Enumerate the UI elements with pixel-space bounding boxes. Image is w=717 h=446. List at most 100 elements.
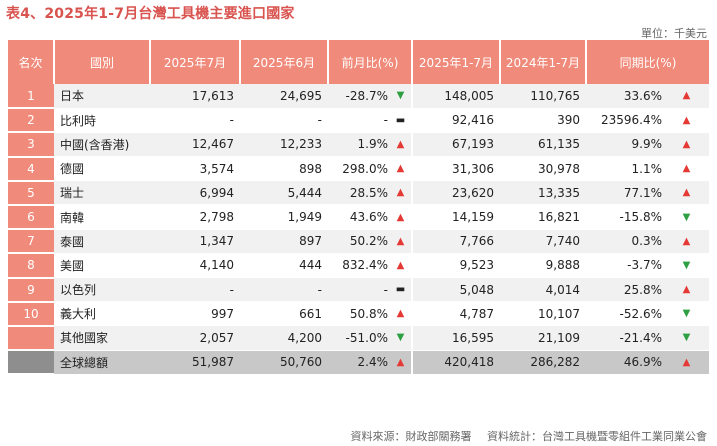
table-row: 9 以色列 - - - ▬ 5,048 4,014 25.8% ▲ <box>8 277 709 303</box>
rank-cell: 4 <box>8 156 54 182</box>
import-table: 名次 國別 2025年7月 2025年6月 前月比(%) 2025年1-7月 2… <box>8 40 709 376</box>
header-jul: 2025年7月 <box>150 40 241 84</box>
mom-value: 832.4% <box>328 253 390 279</box>
jul-value: 2,798 <box>150 204 240 230</box>
table-row: 10 義大利 997 661 50.8% ▲ 4,787 10,107 -52.6% ▼ <box>8 301 709 327</box>
country-cell: 日本 <box>54 84 150 109</box>
yoy-arrow-icon: ▼ <box>664 325 709 351</box>
rank-cell: 3 <box>8 132 54 158</box>
yoy-value: -21.4% <box>586 325 664 351</box>
yoy-value: -15.8% <box>586 204 664 230</box>
triangle-up-icon: ▲ <box>396 308 405 320</box>
ytd25-value: 5,048 <box>411 277 500 303</box>
mom-value: - <box>328 108 390 133</box>
mom-value: 298.0% <box>328 156 390 182</box>
header-ytd25: 2025年1-7月 <box>412 40 501 84</box>
ytd24-value: 286,282 <box>500 350 586 375</box>
header-rank: 名次 <box>8 40 55 84</box>
triangle-up-icon: ▲ <box>682 114 691 126</box>
jun-value: 4,200 <box>240 325 328 351</box>
header-yoy: 同期比(%) <box>586 40 709 84</box>
mom-value: - <box>328 277 390 303</box>
triangle-up-icon: ▲ <box>682 138 691 150</box>
header-country: 國別 <box>54 40 151 84</box>
yoy-arrow-icon: ▲ <box>664 277 709 303</box>
triangle-up-icon: ▲ <box>682 235 691 247</box>
triangle-up-icon: ▲ <box>396 211 405 223</box>
country-cell: 德國 <box>54 156 150 182</box>
ytd25-value: 16,595 <box>411 325 500 351</box>
triangle-up-icon: ▲ <box>396 138 405 150</box>
mom-value: 50.2% <box>328 229 390 254</box>
ytd25-value: 92,416 <box>411 108 500 133</box>
mom-value: 1.9% <box>328 132 390 158</box>
triangle-up-icon: ▲ <box>682 187 691 199</box>
yoy-value: 46.9% <box>586 350 664 375</box>
dash-icon: ▬ <box>395 114 406 126</box>
ytd25-value: 14,159 <box>411 204 500 230</box>
country-cell: 全球總額 <box>54 350 150 375</box>
triangle-down-icon: ▼ <box>682 332 691 344</box>
rank-cell: 2 <box>8 108 54 134</box>
mom-value: 28.5% <box>328 180 390 206</box>
jun-value: 444 <box>240 253 328 279</box>
mom-arrow-icon: ▼ <box>390 84 412 109</box>
jun-value: 897 <box>240 229 328 254</box>
mom-arrow-icon: ▼ <box>390 325 412 351</box>
jun-value: - <box>240 277 328 303</box>
jul-value: 997 <box>150 301 240 327</box>
mom-value: -28.7% <box>328 84 390 109</box>
jun-value: 50,760 <box>240 350 328 375</box>
yoy-arrow-icon: ▲ <box>664 229 709 254</box>
jul-value: 6,994 <box>150 180 240 206</box>
yoy-arrow-icon: ▲ <box>664 108 709 133</box>
yoy-value: 25.8% <box>586 277 664 303</box>
rank-cell: 7 <box>8 229 54 255</box>
triangle-down-icon: ▼ <box>682 308 691 320</box>
jul-value: 17,613 <box>150 84 240 109</box>
table-title: 表4、2025年1-7月台灣工具機主要進口國家 <box>6 6 295 22</box>
yoy-value: 33.6% <box>586 84 664 109</box>
yoy-value: 0.3% <box>586 229 664 254</box>
rank-cell: 9 <box>8 277 54 303</box>
triangle-up-icon: ▲ <box>396 259 405 271</box>
jul-value: 1,347 <box>150 229 240 254</box>
yoy-value: 23596.4% <box>586 108 664 133</box>
header-mom: 前月比(%) <box>328 40 413 84</box>
country-cell: 比利時 <box>54 108 150 133</box>
ytd25-value: 4,787 <box>411 301 500 327</box>
yoy-arrow-icon: ▲ <box>664 132 709 158</box>
jun-value: - <box>240 108 328 133</box>
jul-value: 12,467 <box>150 132 240 158</box>
rank-cell: 6 <box>8 204 54 231</box>
rank-cell: 1 <box>8 84 54 110</box>
yoy-value: 77.1% <box>586 180 664 206</box>
ytd24-value: 110,765 <box>500 84 586 109</box>
triangle-up-icon: ▲ <box>396 356 405 368</box>
yoy-arrow-icon: ▲ <box>664 350 709 375</box>
rank-cell: 10 <box>8 301 54 327</box>
mom-arrow-icon: ▲ <box>390 180 412 206</box>
jul-value: - <box>150 108 240 133</box>
mom-value: -51.0% <box>328 325 390 351</box>
header-row: 名次 國別 2025年7月 2025年6月 前月比(%) 2025年1-7月 2… <box>8 40 709 84</box>
triangle-down-icon: ▼ <box>682 259 691 271</box>
table-row: 6 南韓 2,798 1,949 43.6% ▲ 14,159 16,821 -15.8% ▼ <box>8 204 709 231</box>
country-cell: 中國(含香港) <box>54 132 150 158</box>
jul-value: 3,574 <box>150 156 240 182</box>
country-cell: 泰國 <box>54 229 150 254</box>
jun-value: 661 <box>240 301 328 327</box>
ytd25-value: 420,418 <box>411 350 500 375</box>
ytd25-value: 148,005 <box>411 84 500 109</box>
ytd24-value: 390 <box>500 108 586 133</box>
country-cell: 南韓 <box>54 204 150 230</box>
table-row: 2 比利時 - - - ▬ 92,416 390 23596.4% ▲ <box>8 108 709 134</box>
country-cell: 其他國家 <box>54 325 150 351</box>
jul-value: 4,140 <box>150 253 240 279</box>
mom-value: 2.4% <box>328 350 390 375</box>
mom-arrow-icon: ▲ <box>390 132 412 158</box>
dash-icon: ▬ <box>395 284 406 296</box>
triangle-down-icon: ▼ <box>396 332 405 344</box>
jul-value: 2,057 <box>150 325 240 351</box>
yoy-arrow-icon: ▲ <box>664 156 709 182</box>
